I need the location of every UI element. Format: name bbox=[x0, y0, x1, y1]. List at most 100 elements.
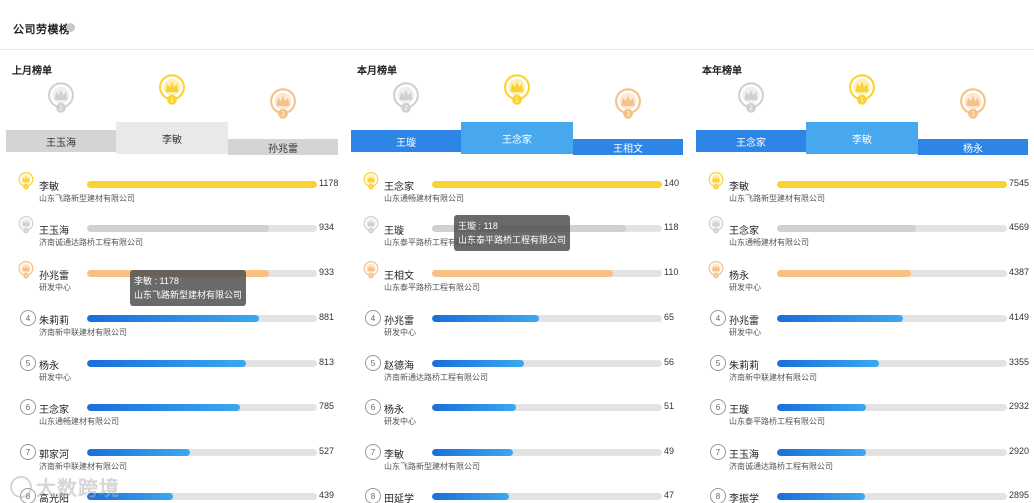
svg-text:3: 3 bbox=[25, 274, 27, 278]
rank-row[interactable]: 3 杨永 研发中心 4387 bbox=[696, 261, 1030, 305]
rank-value: 439 bbox=[319, 490, 335, 500]
rank-row[interactable]: 1 李敏 山东飞路新型建材有限公司 7545 bbox=[696, 172, 1029, 216]
progress-track bbox=[777, 270, 1007, 277]
progress-track bbox=[87, 225, 317, 232]
svg-text:2: 2 bbox=[25, 229, 27, 233]
progress-fill bbox=[432, 404, 516, 411]
rank-row[interactable]: 3 王相文 山东泰平路桥工程有限公司 110 bbox=[351, 261, 683, 305]
rank-company: 研发中心 bbox=[729, 283, 761, 292]
tooltip-line-1: 王璇 : 118 bbox=[458, 221, 498, 231]
rank-row[interactable]: 2 王玉海 济南诚通达路桥工程有限公司 934 bbox=[6, 216, 338, 260]
svg-text:1: 1 bbox=[860, 97, 864, 104]
tooltip-line-2: 山东飞路新型建材有限公司 bbox=[134, 290, 243, 300]
rank-row[interactable]: 4 孙兆雷 研发中心 65 bbox=[351, 310, 683, 350]
rank-row[interactable]: 5 朱莉莉 济南新中联建材有限公司 3355 bbox=[696, 355, 1029, 395]
rank-row[interactable]: 2 王念家 山东通畅建材有限公司 4569 bbox=[696, 216, 1030, 260]
rank-medal-icon: 2 bbox=[363, 216, 379, 234]
rank-value: 49 bbox=[664, 446, 675, 456]
rank-row[interactable]: 4 朱莉莉 济南新中联建材有限公司 881 bbox=[6, 310, 338, 350]
podium-first: 1 李敏 bbox=[116, 50, 228, 160]
rank-company: 济南新通达路桥工程有限公司 bbox=[384, 373, 488, 382]
rank-value: 2932 bbox=[1009, 401, 1030, 411]
podium-name-third: 孙兆雷 bbox=[228, 139, 338, 155]
svg-text:2: 2 bbox=[370, 229, 372, 233]
rank-value: 527 bbox=[319, 446, 335, 456]
rank-medal-icon: 2 bbox=[18, 216, 34, 234]
svg-text:2: 2 bbox=[749, 105, 753, 112]
podium-third: 3 王相文 bbox=[573, 50, 683, 160]
progress-fill bbox=[777, 493, 866, 500]
progress-fill bbox=[432, 315, 539, 322]
rank-company: 山东飞路新型建材有限公司 bbox=[384, 462, 480, 471]
tooltip-line-2: 山东泰平路桥工程有限公司 bbox=[458, 235, 567, 245]
rank-value: 934 bbox=[319, 222, 335, 232]
rank-name: 朱莉莉 bbox=[39, 316, 69, 327]
progress-track bbox=[87, 181, 317, 188]
progress-track bbox=[432, 404, 662, 411]
rank-row[interactable]: 7 郭家河 济南新中联建材有限公司 527 bbox=[6, 444, 338, 484]
rank-name: 王相文 bbox=[384, 271, 414, 282]
leaderboard-panel: 本月榜单 2 王璇 1 王念家 3 王相文 1 王念家 山东通畅建材有限公司 140… bbox=[351, 50, 683, 503]
rank-row[interactable]: 1 王念家 山东通畅建材有限公司 140 bbox=[351, 172, 683, 216]
podium-name-second: 王璇 bbox=[351, 130, 461, 152]
progress-fill bbox=[87, 225, 270, 232]
svg-text:1: 1 bbox=[515, 97, 519, 104]
rank-badge: 5 bbox=[365, 355, 381, 371]
rank-value: 118 bbox=[664, 222, 679, 232]
rank-value: 4387 bbox=[1009, 267, 1030, 277]
rank-company: 山东通畅建材有限公司 bbox=[384, 194, 464, 203]
rank-medal-icon: 3 bbox=[363, 261, 379, 279]
rank-company: 济南新中联建材有限公司 bbox=[729, 373, 817, 382]
rank-row[interactable]: 8 李振学 2895 bbox=[696, 488, 1030, 503]
rank-row[interactable]: 5 杨永 研发中心 813 bbox=[6, 355, 338, 395]
rank-company: 济南诚通达路桥工程有限公司 bbox=[39, 238, 143, 247]
podium-name-first: 李敏 bbox=[116, 122, 228, 154]
rank-value: 140 bbox=[664, 178, 680, 188]
rank-row[interactable]: 1 李敏 山东飞路新型建材有限公司 1178 bbox=[6, 172, 338, 216]
rank-row[interactable]: 6 王念家 山东通畅建材有限公司 785 bbox=[6, 399, 338, 439]
page-header: 公司劳模榜 bbox=[0, 0, 1034, 50]
podium-name-second: 王念家 bbox=[696, 130, 806, 152]
progress-fill bbox=[777, 270, 911, 277]
progress-fill bbox=[87, 360, 246, 367]
rank-name: 王玉海 bbox=[39, 226, 69, 237]
rank-company: 济南诚通达路桥工程有限公司 bbox=[729, 462, 833, 471]
progress-fill bbox=[87, 181, 317, 188]
rank-name: 王念家 bbox=[384, 182, 414, 193]
progress-track bbox=[777, 181, 1007, 188]
rank-company: 山东通畅建材有限公司 bbox=[729, 238, 809, 247]
svg-text:3: 3 bbox=[281, 111, 285, 118]
podium-first: 1 李敏 bbox=[806, 50, 918, 160]
progress-track bbox=[777, 404, 1007, 411]
rank-name: 孙兆雷 bbox=[729, 316, 759, 327]
rank-row[interactable]: 5 赵德海 济南新通达路桥工程有限公司 56 bbox=[351, 355, 683, 395]
progress-track bbox=[777, 225, 1007, 232]
rank-value: 933 bbox=[319, 267, 335, 277]
rank-name: 杨永 bbox=[39, 361, 59, 372]
rank-value: 2895 bbox=[1009, 490, 1030, 500]
rank-row[interactable]: 4 孙兆雷 研发中心 4149 bbox=[696, 310, 1029, 350]
rank-badge: 5 bbox=[710, 355, 726, 371]
rank-name: 王玉海 bbox=[729, 450, 759, 461]
progress-track bbox=[777, 315, 1007, 322]
rank-row[interactable]: 6 杨永 研发中心 51 bbox=[351, 399, 683, 439]
rank-row[interactable]: 8 田延学 47 bbox=[351, 488, 683, 503]
svg-text:1: 1 bbox=[715, 185, 717, 189]
rank-value: 4569 bbox=[1009, 222, 1030, 232]
svg-text:3: 3 bbox=[715, 274, 717, 278]
rank-name: 王念家 bbox=[729, 226, 759, 237]
rank-row[interactable]: 7 李敏 山东飞路新型建材有限公司 49 bbox=[351, 444, 683, 484]
info-icon[interactable] bbox=[66, 23, 75, 32]
progress-fill bbox=[777, 449, 866, 456]
rank-row[interactable]: 6 王璇 山东泰平路桥工程有限公司 2932 bbox=[696, 399, 1030, 439]
rank-name: 杨永 bbox=[729, 271, 749, 282]
rank-name: 朱莉莉 bbox=[729, 361, 759, 372]
rank-company: 研发中心 bbox=[384, 328, 416, 337]
rank-row[interactable]: 7 王玉海 济南诚通达路桥工程有限公司 2920 bbox=[696, 444, 1029, 484]
progress-fill bbox=[87, 404, 241, 411]
rank-badge: 4 bbox=[710, 310, 726, 326]
podium-third: 3 孙兆雷 bbox=[228, 50, 338, 160]
podium-name-first: 李敏 bbox=[806, 122, 918, 154]
medal-first-icon: 1 bbox=[503, 72, 531, 108]
svg-text:1: 1 bbox=[170, 97, 174, 104]
